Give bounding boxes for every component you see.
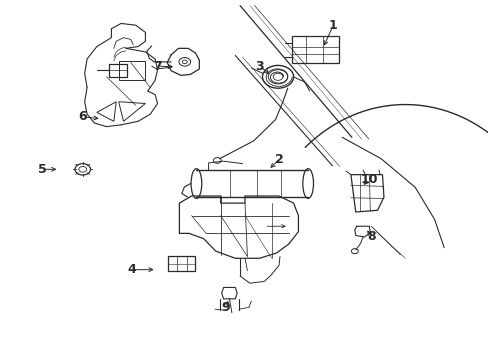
Text: 10: 10 bbox=[360, 173, 378, 186]
Text: 3: 3 bbox=[255, 60, 264, 73]
Text: 1: 1 bbox=[329, 19, 338, 32]
Text: 7: 7 bbox=[153, 60, 162, 73]
Text: 6: 6 bbox=[78, 110, 87, 123]
Text: 2: 2 bbox=[274, 153, 283, 166]
Text: 8: 8 bbox=[367, 230, 376, 243]
Text: 4: 4 bbox=[128, 263, 137, 276]
Text: 9: 9 bbox=[221, 301, 230, 314]
Text: 5: 5 bbox=[38, 163, 46, 176]
